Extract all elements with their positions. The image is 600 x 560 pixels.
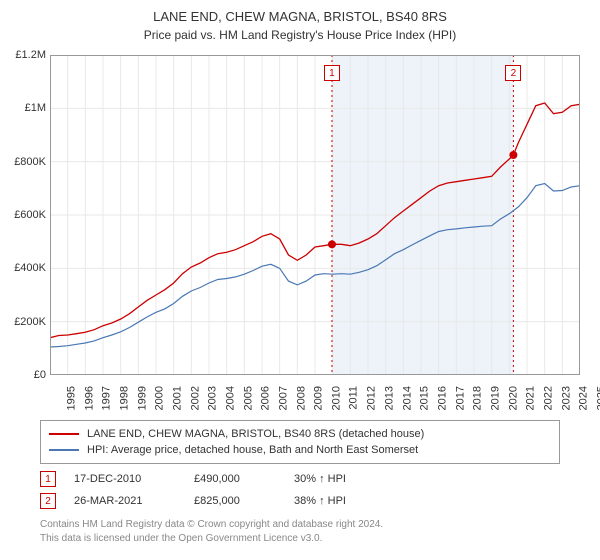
x-tick-label: 2022 <box>542 386 554 410</box>
legend-item-label: HPI: Average price, detached house, Bath… <box>87 444 418 456</box>
x-tick-label: 2009 <box>313 386 325 410</box>
x-tick-label: 2001 <box>171 386 183 410</box>
annotation-row: 2 26-MAR-2021£825,00038% ↑ HPI <box>40 490 560 512</box>
x-tick-label: 2008 <box>295 386 307 410</box>
annotation-pct: 38% ↑ HPI <box>294 495 394 507</box>
y-tick-label: £400K <box>14 262 46 274</box>
annotation-date: 17-DEC-2010 <box>74 473 194 485</box>
x-tick-label: 2000 <box>154 386 166 410</box>
y-tick-label: £0 <box>34 369 46 381</box>
chart-footer: Contains HM Land Registry data © Crown c… <box>40 518 383 545</box>
x-tick-label: 2023 <box>560 386 572 410</box>
y-tick-label: £1M <box>25 102 46 114</box>
legend-line-swatch <box>49 449 79 451</box>
chart-marker-2: 2 <box>505 65 521 81</box>
x-tick-label: 1997 <box>101 386 113 410</box>
y-tick-label: £600K <box>14 209 46 221</box>
annotation-date: 26-MAR-2021 <box>74 495 194 507</box>
annotation-row: 1 17-DEC-2010£490,00030% ↑ HPI <box>40 468 560 490</box>
chart-subtitle: Price paid vs. HM Land Registry's House … <box>0 26 600 42</box>
chart-annotations: 1 17-DEC-2010£490,00030% ↑ HPI 2 26-MAR-202… <box>40 468 560 512</box>
x-tick-label: 2020 <box>507 386 519 410</box>
y-tick-label: £1.2M <box>15 49 46 61</box>
annotation-pct: 30% ↑ HPI <box>294 473 394 485</box>
x-tick-label: 2004 <box>224 386 236 410</box>
x-tick-label: 2021 <box>525 386 537 410</box>
chart-plot-area: 12 <box>50 55 580 375</box>
x-tick-label: 1998 <box>118 386 130 410</box>
x-tick-label: 2015 <box>419 386 431 410</box>
legend-item: HPI: Average price, detached house, Bath… <box>49 442 551 458</box>
y-axis-labels: £0 £200K £400K £600K £800K £1M £1.2M <box>0 50 48 380</box>
annotation-price: £490,000 <box>194 473 294 485</box>
x-tick-label: 2005 <box>242 386 254 410</box>
annotation-price: £825,000 <box>194 495 294 507</box>
x-tick-label: 2024 <box>578 386 590 410</box>
y-tick-label: £200K <box>14 316 46 328</box>
x-tick-label: 2017 <box>454 386 466 410</box>
chart-legend: LANE END, CHEW MAGNA, BRISTOL, BS40 8RS … <box>40 420 560 464</box>
footer-line1: Contains HM Land Registry data © Crown c… <box>40 518 383 532</box>
x-tick-label: 2014 <box>401 386 413 410</box>
legend-item-label: LANE END, CHEW MAGNA, BRISTOL, BS40 8RS … <box>87 428 424 440</box>
annotation-marker: 1 <box>40 471 56 487</box>
legend-line-swatch <box>49 433 79 435</box>
x-tick-label: 2018 <box>472 386 484 410</box>
y-tick-label: £800K <box>14 156 46 168</box>
x-tick-label: 2002 <box>189 386 201 410</box>
chart-title: LANE END, CHEW MAGNA, BRISTOL, BS40 8RS <box>0 0 600 26</box>
x-axis-labels: 1995 1996 1997 1998 1999 2000 2001 2002 2003 2004… <box>50 378 580 418</box>
x-tick-label: 2012 <box>366 386 378 410</box>
x-tick-label: 2003 <box>207 386 219 410</box>
x-tick-label: 2007 <box>277 386 289 410</box>
x-tick-label: 2019 <box>489 386 501 410</box>
x-tick-label: 2025 <box>595 386 600 410</box>
annotation-marker: 2 <box>40 493 56 509</box>
x-tick-label: 1995 <box>65 386 77 410</box>
x-tick-label: 2013 <box>383 386 395 410</box>
chart-marker-1: 1 <box>324 65 340 81</box>
x-tick-label: 2010 <box>330 386 342 410</box>
footer-line2: This data is licensed under the Open Gov… <box>40 532 383 546</box>
x-tick-label: 2016 <box>436 386 448 410</box>
x-tick-label: 2011 <box>347 386 359 410</box>
x-tick-label: 1999 <box>136 386 148 410</box>
x-tick-label: 1996 <box>83 386 95 410</box>
x-tick-label: 2006 <box>260 386 272 410</box>
legend-item: LANE END, CHEW MAGNA, BRISTOL, BS40 8RS … <box>49 426 551 442</box>
